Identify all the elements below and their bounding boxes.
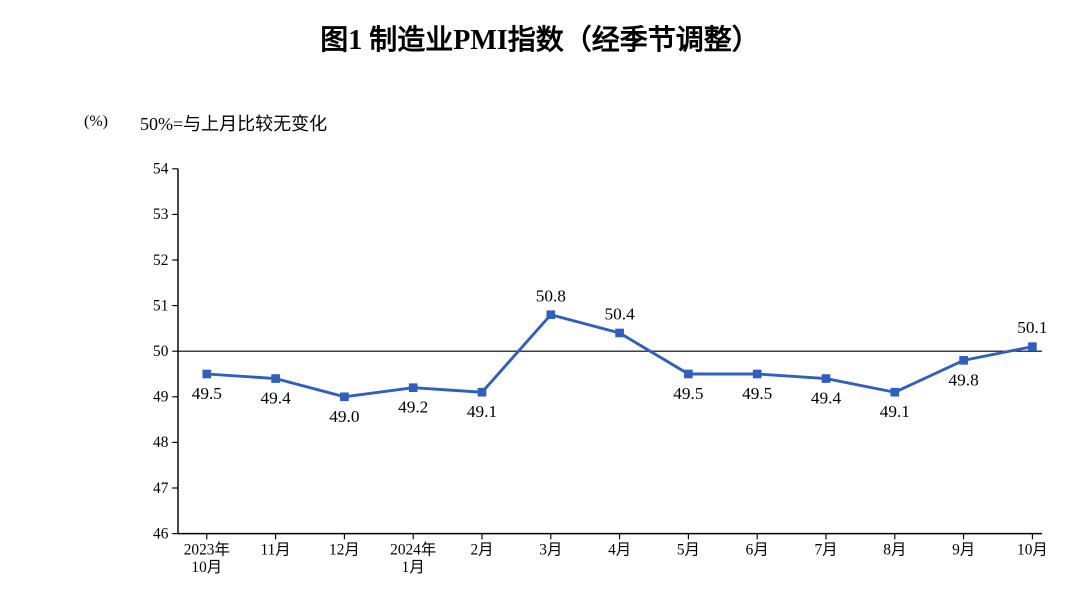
x-tick-label: 10月 [1017,542,1048,559]
x-tick-label: 5月 [677,542,700,559]
value-label: 49.5 [673,384,703,403]
data-marker [891,388,899,396]
chart-svg: 4647484950515253542023年10月11月12月2024年1月2… [130,150,1080,610]
x-tick-label: 8月 [883,542,906,559]
data-marker [753,370,761,378]
x-tick-label: 2月 [470,542,493,559]
value-label: 49.4 [260,389,291,408]
chart-plot-area: 4647484950515253542023年10月11月12月2024年1月2… [130,150,1030,530]
value-label: 49.1 [880,402,910,421]
x-tick-label: 2024年 [390,541,436,559]
value-label: 49.0 [329,407,359,426]
baseline-note: 50%=与上月比较无变化 [140,110,327,136]
y-tick-label: 46 [153,525,169,542]
value-label: 49.4 [811,389,842,408]
data-marker [685,370,693,378]
x-tick-label: 4月 [608,542,631,559]
data-marker [341,393,349,401]
y-tick-label: 53 [153,206,169,223]
x-tick-label: 2023年 [184,541,230,559]
data-marker [616,329,624,337]
value-label: 49.5 [742,384,772,403]
value-label: 49.2 [398,398,428,417]
data-marker [203,370,211,378]
x-tick-label: 3月 [539,542,562,559]
value-label: 50.4 [604,305,635,324]
x-tick-label: 11月 [261,542,291,559]
data-marker [409,384,417,392]
y-tick-label: 54 [153,161,169,178]
data-marker [272,375,280,383]
x-tick-label: 9月 [952,542,975,559]
value-label: 50.8 [536,286,566,305]
x-tick-label: 12月 [329,542,360,559]
y-tick-label: 51 [153,297,168,314]
y-tick-label: 49 [153,389,169,406]
x-tick-label: 10月 [191,559,222,576]
data-marker [960,356,968,364]
x-tick-label: 1月 [402,559,425,576]
x-tick-label: 7月 [814,542,837,559]
data-marker [1029,343,1037,351]
data-marker [547,311,555,319]
y-tick-label: 48 [153,434,169,451]
y-tick-label: 50 [153,343,169,360]
x-tick-label: 6月 [746,542,769,559]
chart-title: 图1 制造业PMI指数（经季节调整） [0,18,1080,58]
data-marker [822,375,830,383]
value-label: 50.1 [1017,318,1047,337]
value-label: 49.5 [192,384,222,403]
value-label: 49.8 [948,370,978,389]
y-tick-label: 52 [153,252,168,269]
pmi-line [207,315,1033,397]
y-unit-label: (%) [84,113,108,131]
value-label: 49.1 [467,402,497,421]
data-marker [478,388,486,396]
figure-container: 图1 制造业PMI指数（经季节调整） (%) 50%=与上月比较无变化 46 47… [0,0,1080,608]
y-tick-label: 47 [153,480,169,497]
